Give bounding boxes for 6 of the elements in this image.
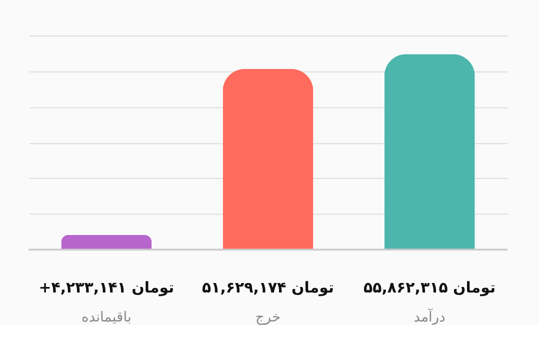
data-label: ۵۱,۶۲۹,۱۷۴ تومان — [202, 278, 334, 297]
data-label: +۴,۲۳۳,۱۴۱ تومان — [38, 278, 174, 297]
x-tick-label: خرج — [255, 309, 281, 326]
x-tick-label: باقیمانده — [82, 309, 132, 326]
data-label: ۵۵,۸۶۲,۳۱۵ تومان — [364, 278, 496, 297]
x-tick-label: درآمد — [414, 307, 446, 326]
